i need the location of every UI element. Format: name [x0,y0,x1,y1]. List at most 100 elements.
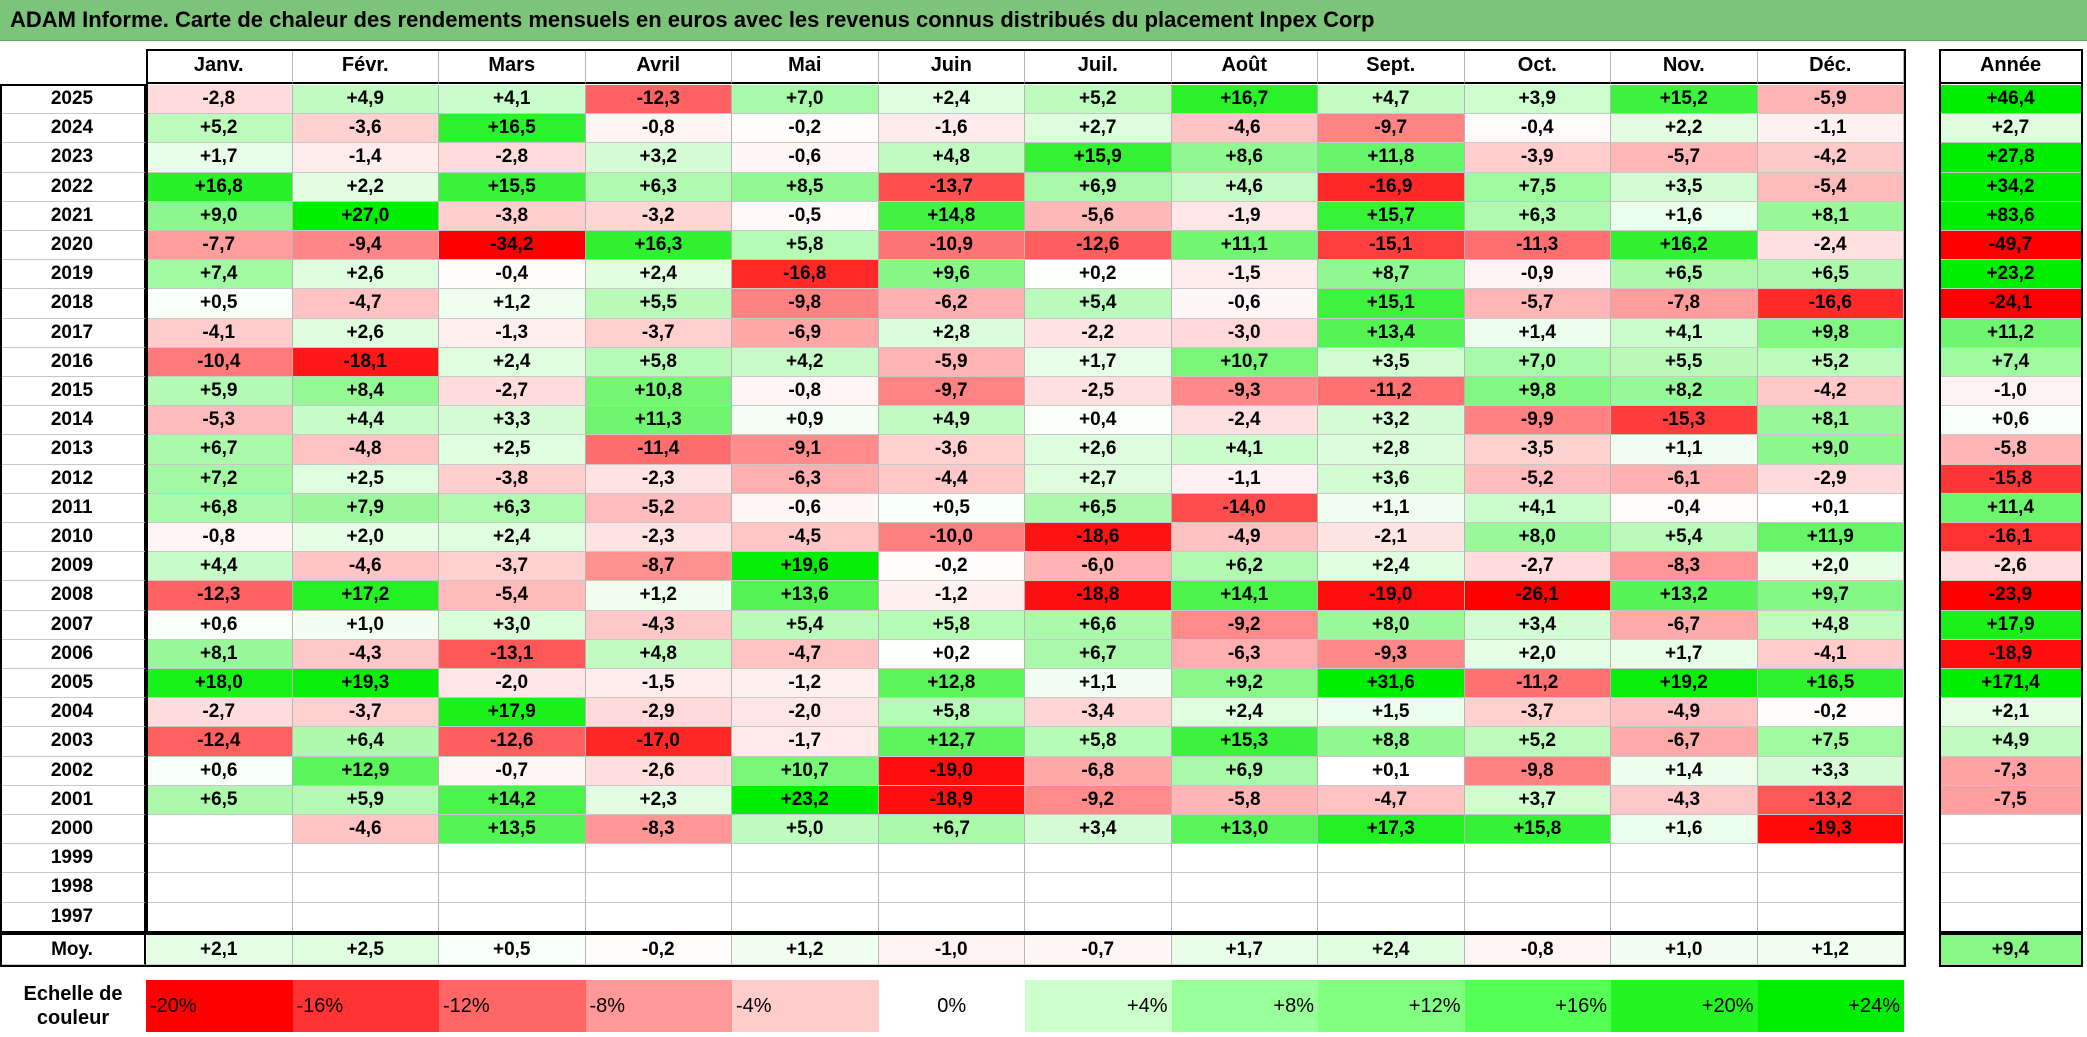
heatmap-cell: +7,0 [1464,347,1611,377]
heatmap-cell: -0,2 [1757,698,1904,728]
heatmap-cell: +0,6 [146,756,293,786]
heatmap-cell: -3,7 [1464,698,1611,728]
heatmap-cell: -0,5 [732,201,879,231]
heatmap-cell: +2,7 [1025,464,1172,494]
heatmap-cell: -6,7 [1611,610,1758,640]
heatmap-cell [878,844,1025,874]
heatmap-cell: -3,5 [1464,435,1611,465]
heatmap-cell: -4,3 [292,639,439,669]
average-cell: -0,7 [1025,935,1172,965]
heatmap-cell: +2,2 [1611,114,1758,144]
heatmap-cell: -4,4 [878,464,1025,494]
heatmap-cell: +11,1 [1171,231,1318,261]
heatmap-cell: -5,9 [878,347,1025,377]
year-label: 1999 [0,844,146,874]
heatmap-cell: +9,6 [878,260,1025,290]
heatmap-cell: -0,4 [1464,114,1611,144]
heatmap-cell: +2,6 [292,260,439,290]
heatmap-cell: +19,3 [292,669,439,699]
year-label: 2008 [0,581,146,611]
heatmap-cell: -7,8 [1611,289,1758,319]
heatmap-cell: +17,9 [439,698,586,728]
heatmap-cell: -0,4 [439,260,586,290]
year-label: 2015 [0,377,146,407]
annual-cell: -7,5 [1939,785,2083,815]
heatmap-cell: -5,2 [585,493,732,523]
heatmap-cell: +6,7 [878,815,1025,845]
annual-cell [1939,844,2083,874]
average-cell: +1,7 [1171,935,1318,965]
heatmap-cell: -4,6 [292,815,439,845]
heatmap-cell: -2,8 [146,85,293,115]
heatmap-cell: -2,2 [1025,318,1172,348]
heatmap-cell [1171,844,1318,874]
heatmap-cell: -19,3 [1757,815,1904,845]
heatmap-cell: -5,4 [1757,172,1904,202]
heatmap-cell: +0,1 [1757,493,1904,523]
year-label: 2012 [0,464,146,494]
month-header: Nov. [1611,49,1758,84]
heatmap-cell: -11,3 [1464,231,1611,261]
heatmap-cell: +1,1 [1025,669,1172,699]
heatmap-cell: -9,7 [1318,114,1465,144]
heatmap-cell: +8,1 [1757,201,1904,231]
heatmap-cell: +2,7 [1025,114,1172,144]
heatmap-cell: +5,8 [878,698,1025,728]
heatmap-cell [1171,873,1318,903]
heatmap-cell: +4,7 [1318,85,1465,115]
heatmap-cell: -17,0 [585,727,732,757]
heatmap-cell: +2,4 [439,347,586,377]
heatmap-cell [1464,902,1611,932]
heatmap-cell: +4,8 [1757,610,1904,640]
scale-swatch: +24% [1757,980,1904,1032]
heatmap-cell [146,873,293,903]
heatmap-cell: +6,2 [1171,552,1318,582]
heatmap-cell: -6,3 [732,464,879,494]
heatmap-cell: +1,0 [292,610,439,640]
heatmap-cell: +9,2 [1171,669,1318,699]
heatmap-cell: -0,9 [1464,260,1611,290]
average-annual-cell: +9,4 [1939,935,2083,965]
heatmap-cell: +13,5 [439,815,586,845]
heatmap-cell: +8,4 [292,377,439,407]
heatmap-cell: -2,1 [1318,523,1465,553]
heatmap-cell: +0,5 [146,289,293,319]
heatmap-cell [292,873,439,903]
heatmap-cell: +7,0 [732,85,879,115]
heatmap-cell: -18,8 [1025,581,1172,611]
heatmap-cell: -6,8 [1025,756,1172,786]
heatmap-cell: -0,2 [878,552,1025,582]
heatmap-cell: +3,6 [1318,464,1465,494]
heatmap-cell: -3,6 [878,435,1025,465]
heatmap-cell: -0,6 [732,143,879,173]
heatmap-cell: +9,0 [146,201,293,231]
heatmap-cell: +12,9 [292,756,439,786]
heatmap-cell: -26,1 [1464,581,1611,611]
heatmap-cell: +5,2 [146,114,293,144]
annual-cell: +23,2 [1939,260,2083,290]
heatmap-cell: +4,9 [878,406,1025,436]
heatmap-cell: -11,2 [1464,669,1611,699]
heatmap-cell: -9,3 [1171,377,1318,407]
heatmap-cell: +0,1 [1318,756,1465,786]
heatmap-cell: +16,5 [1757,669,1904,699]
heatmap-cell: -4,3 [585,610,732,640]
heatmap-cell: +16,8 [146,172,293,202]
heatmap-cell: +6,7 [1025,639,1172,669]
scale-swatch: +8% [1171,980,1318,1032]
heatmap-cell: +5,5 [585,289,732,319]
heatmap-cell: -6,0 [1025,552,1172,582]
heatmap-cell: -4,7 [732,639,879,669]
annual-cell: +2,7 [1939,114,2083,144]
heatmap-cell: -1,4 [292,143,439,173]
heatmap-cell: +3,2 [585,143,732,173]
heatmap-cell: -5,7 [1611,143,1758,173]
heatmap-cell: +6,5 [1025,493,1172,523]
heatmap-cell: -4,6 [292,552,439,582]
heatmap-cell: -10,4 [146,347,293,377]
annual-cell: -5,8 [1939,435,2083,465]
month-header: Août [1171,49,1318,84]
heatmap-cell: +19,2 [1611,669,1758,699]
heatmap-cell: +15,1 [1318,289,1465,319]
heatmap-cell: +4,6 [1171,172,1318,202]
